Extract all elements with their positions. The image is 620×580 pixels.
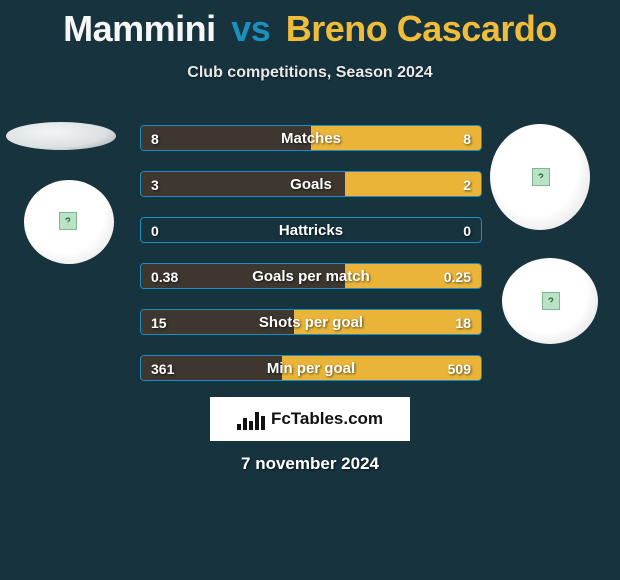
stat-row: 32Goals [140,171,482,197]
stat-row: 0.380.25Goals per match [140,263,482,289]
deco-ellipse-3 [490,124,590,230]
page-title: Mammini vs Breno Cascardo [0,0,620,50]
stat-label: Min per goal [141,356,481,381]
placeholder-icon [532,168,550,186]
stat-row: 1518Shots per goal [140,309,482,335]
date-text: 7 november 2024 [0,454,620,474]
stat-row: 00Hattricks [140,217,482,243]
vs-text: vs [231,8,270,49]
fctables-logo-icon [237,408,265,430]
branding-badge[interactable]: FcTables.com [210,397,410,441]
stat-label: Hattricks [141,218,481,243]
stat-row: 88Matches [140,125,482,151]
stat-row: 361509Min per goal [140,355,482,381]
player-right-name: Breno Cascardo [286,8,557,49]
deco-ellipse-4 [502,258,598,344]
stat-label: Goals [141,172,481,197]
deco-ellipse-1 [6,122,116,150]
branding-text: FcTables.com [271,409,383,429]
stat-label: Goals per match [141,264,481,289]
stats-container: 88Matches 32Goals 00Hattricks 0.380.25Goals… [140,125,482,401]
stat-label: Matches [141,126,481,151]
subtitle: Club competitions, Season 2024 [0,64,620,82]
placeholder-icon [59,212,77,230]
deco-ellipse-2 [24,180,114,264]
player-left-name: Mammini [63,8,216,49]
stat-label: Shots per goal [141,310,481,335]
placeholder-icon [542,292,560,310]
